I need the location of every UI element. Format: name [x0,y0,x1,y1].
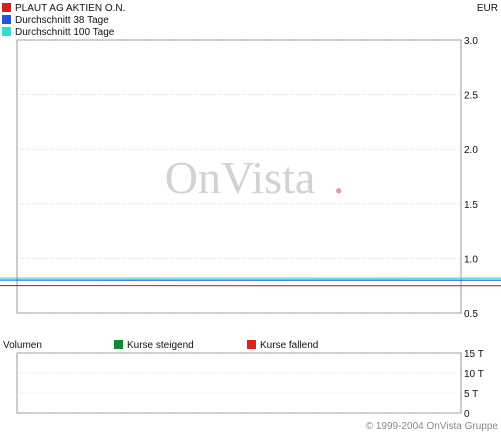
currency-label: EUR [477,3,498,14]
y-tick-label: 1.5 [464,200,478,211]
volume-y-tick-label: 5 T [464,389,478,400]
copyright: © 1999-2004 OnVista Gruppe [366,421,499,432]
legend-label-price: PLAUT AG AKTIEN O.N. [15,3,125,14]
y-axis-ticks: 0.5 1.0 1.5 2.0 2.5 3.0 [464,36,478,320]
volume-y-tick-label: 0 [464,409,470,420]
price-chart: OnVista . MaiJunJulAugSepOktNovDez2004Fe… [0,36,501,320]
y-tick-label: 3.0 [464,36,478,47]
y-tick-label: 0.5 [464,309,478,320]
legend-swatch-avg38 [2,15,11,24]
price-legend: PLAUT AG AKTIEN O.N. Durchschnitt 38 Tag… [2,3,125,38]
legend-label-avg100: Durchschnitt 100 Tage [15,27,115,38]
volume-y-tick-label: 15 T [464,349,484,360]
legend-swatch-falling [247,340,256,349]
watermark: OnVista [165,152,316,203]
y-tick-label: 2.0 [464,145,478,156]
volume-y-ticks: 0 5 T 10 T 15 T [464,349,484,420]
price-plot-frame [16,39,462,314]
legend-label-rising: Kurse steigend [127,340,194,351]
legend-swatch-avg100 [2,27,11,36]
y-tick-label: 2.5 [464,91,478,102]
price-grid [17,39,461,314]
volume-chart: Volumen Kurse steigend Kurse fallend 0 5 … [3,340,484,420]
legend-swatch-rising [114,340,123,349]
volume-plot-frame [16,352,462,414]
watermark-dot: . [333,152,345,203]
y-tick-label: 1.0 [464,254,478,265]
legend-label-falling: Kurse fallend [260,340,318,351]
volume-grid [17,352,461,414]
volume-y-tick-label: 10 T [464,369,484,380]
legend-swatch-price [2,3,11,12]
volume-title: Volumen [3,340,42,351]
legend-label-avg38: Durchschnitt 38 Tage [15,15,109,26]
